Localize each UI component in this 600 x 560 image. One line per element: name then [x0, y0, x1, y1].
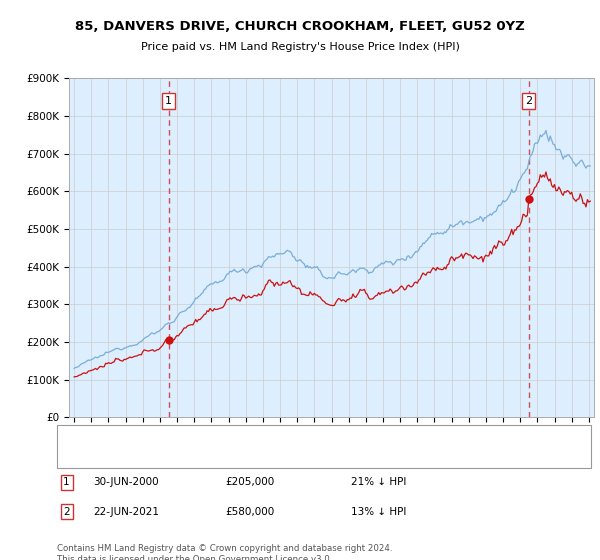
Text: 1: 1 — [63, 477, 70, 487]
Text: 2: 2 — [525, 96, 532, 106]
Text: 2: 2 — [63, 507, 70, 516]
Text: 1: 1 — [165, 96, 172, 106]
Text: 85, DANVERS DRIVE, CHURCH CROOKHAM, FLEET, GU52 0YZ (detached house): 85, DANVERS DRIVE, CHURCH CROOKHAM, FLEE… — [96, 432, 471, 441]
Text: £580,000: £580,000 — [225, 507, 274, 516]
Text: Price paid vs. HM Land Registry's House Price Index (HPI): Price paid vs. HM Land Registry's House … — [140, 42, 460, 52]
Text: 13% ↓ HPI: 13% ↓ HPI — [351, 507, 406, 516]
Text: 21% ↓ HPI: 21% ↓ HPI — [351, 477, 406, 487]
Text: ——: —— — [68, 432, 82, 442]
Text: 30-JUN-2000: 30-JUN-2000 — [93, 477, 158, 487]
Text: 22-JUN-2021: 22-JUN-2021 — [93, 507, 159, 516]
Text: HPI: Average price, detached house, Hart: HPI: Average price, detached house, Hart — [96, 452, 293, 461]
Text: ——: —— — [68, 451, 82, 461]
Text: Contains HM Land Registry data © Crown copyright and database right 2024.
This d: Contains HM Land Registry data © Crown c… — [57, 544, 392, 560]
Text: 85, DANVERS DRIVE, CHURCH CROOKHAM, FLEET, GU52 0YZ: 85, DANVERS DRIVE, CHURCH CROOKHAM, FLEE… — [75, 20, 525, 34]
Text: £205,000: £205,000 — [225, 477, 274, 487]
